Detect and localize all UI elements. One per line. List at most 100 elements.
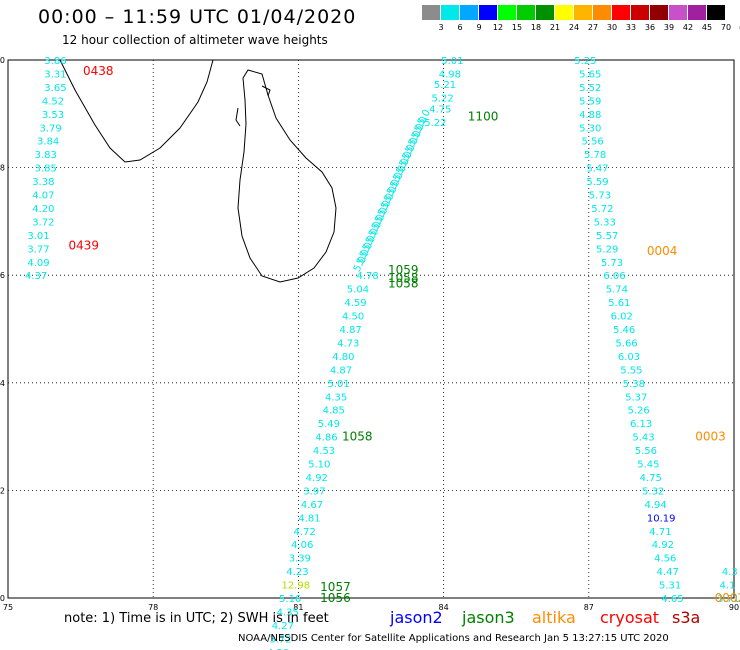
wave-height-value: 4.35	[325, 392, 347, 403]
wave-height-value: 4.75	[640, 473, 662, 484]
wave-height-value: 5.01	[327, 379, 349, 390]
colorbar-swatch	[631, 5, 650, 20]
colorbar-swatch	[460, 5, 479, 20]
wave-height-value: 4.87	[340, 325, 362, 336]
page-title: 00:00 – 11:59 UTC 01/04/2020	[38, 6, 357, 28]
wave-height-value: 4.92	[306, 473, 328, 484]
wave-height-value: 5.73	[601, 258, 623, 269]
wave-height-value: 5.56	[582, 137, 604, 148]
wave-height-value: 5.47	[586, 164, 608, 175]
wave-height-value: 4.94	[644, 500, 666, 511]
wave-height-value: 5.72	[591, 204, 613, 215]
wave-height-value: 4.47	[657, 567, 679, 578]
wave-height-value: 5.30	[579, 123, 601, 134]
wave-height-value: 5.22	[424, 118, 446, 129]
wave-height-value: 4.88	[579, 110, 601, 121]
wave-height-value: 5.65	[579, 69, 601, 80]
colorbar-label: 6	[457, 23, 463, 32]
wave-height-value: 6.13	[630, 419, 652, 430]
wave-height-value: 3.83	[35, 150, 57, 161]
satellite-legend-s3a: s3a	[672, 608, 701, 627]
colorbar-label: 33	[625, 23, 637, 32]
colorbar-swatch	[669, 5, 688, 20]
colorbar-swatch	[574, 5, 593, 20]
wave-height-value: 4.1	[719, 581, 735, 592]
wave-height-value: 5.59	[586, 177, 608, 188]
wave-height-value: 4.92	[652, 540, 674, 551]
wave-height-value: 5.43	[632, 433, 654, 444]
colorbar-swatch	[612, 5, 631, 20]
wave-height-value: 5.66	[615, 338, 637, 349]
colorbar-label: 70	[720, 23, 732, 32]
wave-height-value: 3.72	[269, 634, 291, 645]
wave-height-value: 4.67	[301, 500, 323, 511]
wave-height-value: 4.87	[330, 365, 352, 376]
wave-height-value: 4.23	[286, 567, 308, 578]
wave-height-value: 5.59	[579, 96, 601, 107]
wave-height-value: 4.80	[332, 352, 354, 363]
credit-line: NOAA/NESDIS Center for Satellite Applica…	[238, 633, 669, 644]
wave-height-value: 4.20	[32, 204, 54, 215]
wave-height-value: 5.25	[574, 56, 596, 67]
wave-height-value: 5.38	[623, 379, 645, 390]
colorbar-label: 24	[568, 23, 580, 32]
colorbar-label: 27	[587, 23, 599, 32]
y-tick-label: 6	[0, 271, 5, 280]
wave-height-value: 5.56	[635, 446, 657, 457]
wave-height-value: 5.78	[584, 150, 606, 161]
x-tick-label: 75	[3, 603, 13, 612]
footer-note: note: 1) Time is in UTC; 2) SWH is in fe…	[64, 611, 329, 626]
wave-height-value: 4.72	[294, 527, 316, 538]
wave-height-value: 5.16	[279, 594, 301, 605]
wave-height-value: 4.75	[429, 104, 451, 115]
colorbar-label: 21	[549, 23, 561, 32]
wave-height-value: 3.38	[32, 177, 54, 188]
wave-height-value: 3.97	[303, 486, 325, 497]
wave-height-value: 5.45	[637, 460, 659, 471]
x-tick-label: 81	[293, 603, 303, 612]
wave-height-value: 3.31	[44, 69, 66, 80]
time-label: 1058	[388, 276, 419, 290]
wave-height-value: 5.21	[434, 80, 456, 91]
time-label: 1058	[388, 271, 419, 285]
wave-height-value: 4.86	[315, 433, 337, 444]
colorbar-swatch	[688, 5, 707, 20]
wave-height-value: 5.22	[432, 94, 454, 105]
wave-height-value: 4.59	[344, 298, 366, 309]
wave-height-value: 5.55	[620, 365, 642, 376]
colorbar-swatch	[593, 5, 612, 20]
wave-height-value: 5.29	[596, 244, 618, 255]
wave-height-value: 4.98	[439, 69, 461, 80]
wave-height-value: 3.72	[32, 217, 54, 228]
wave-height-value: 4.28	[267, 648, 289, 650]
sri-lanka-coastline	[237, 69, 337, 283]
wave-height-value: 5.33	[594, 217, 616, 228]
wave-height-value: 3.71	[717, 594, 739, 605]
wave-height-value: 4.06	[291, 540, 313, 551]
wave-height-value: 4.27	[272, 621, 294, 632]
wave-height-value: 3.86	[44, 56, 66, 67]
wave-height-value: 5.10	[308, 460, 330, 471]
time-label: 1058	[342, 430, 373, 444]
wave-height-value: 5.26	[628, 406, 650, 417]
wave-height-value: 4.81	[298, 513, 320, 524]
wave-height-value: 6.03	[618, 352, 640, 363]
india-coastline	[59, 59, 214, 163]
wave-height-value: 10.19	[647, 513, 676, 524]
colorbar-label: 45	[701, 23, 713, 32]
wave-height-value: 3.77	[27, 244, 49, 255]
colorbar-label: 15	[511, 23, 523, 32]
time-label: 1057	[320, 580, 351, 594]
satellite-legend-altika: altika	[532, 608, 576, 627]
wave-height-value: 4.3	[722, 567, 738, 578]
wave-height-value: 3.84	[37, 137, 59, 148]
wave-height-value: 3.85	[35, 164, 57, 175]
time-label: 0439	[69, 239, 100, 253]
wave-height-value: 6.02	[611, 312, 633, 323]
x-tick-label: 90	[729, 603, 739, 612]
colorbar-swatch	[517, 5, 536, 20]
satellite-legend-jason2: jason2	[390, 608, 443, 627]
wave-height-value: 5.52	[579, 83, 601, 94]
wave-height-value: 3.53	[42, 110, 64, 121]
wave-height-value: 3.39	[289, 554, 311, 565]
